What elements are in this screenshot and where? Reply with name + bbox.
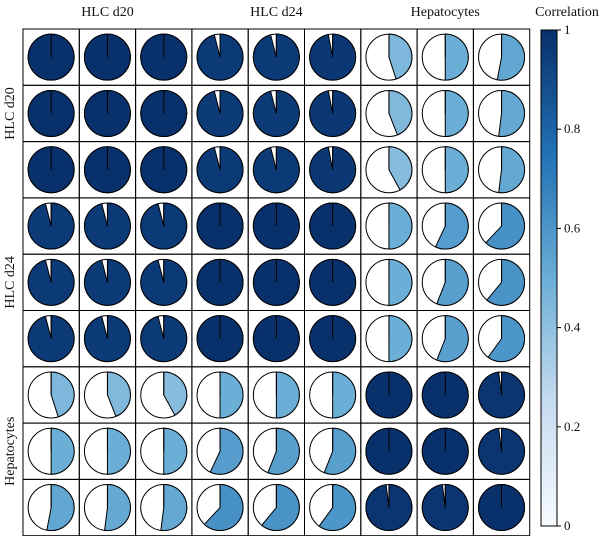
- pie-slice: [219, 371, 244, 419]
- pie-slice: [485, 202, 526, 250]
- pie-slice: [332, 371, 357, 419]
- colorbar-tick-label: 0.4: [564, 320, 581, 335]
- pie-slice: [106, 371, 131, 417]
- pie-slice: [487, 315, 526, 363]
- pie-slice: [50, 371, 75, 418]
- colorbar-tick-label: 0.2: [564, 419, 580, 434]
- colorbar-tick-label: 0.6: [564, 220, 581, 235]
- pie-slice: [46, 484, 75, 532]
- row-group-label: HLC d24: [3, 256, 18, 309]
- pie-slice: [163, 371, 188, 416]
- pie-slice: [106, 427, 131, 475]
- pie-slice: [434, 202, 469, 250]
- row-group-label: Hepatocytes: [3, 417, 18, 486]
- pie-slice: [486, 258, 525, 306]
- pie-slice: [388, 146, 413, 191]
- pie-slice: [323, 427, 357, 475]
- pie-slice: [388, 89, 413, 136]
- row-group-label: HLC d20: [3, 87, 18, 140]
- pie-slice: [203, 484, 244, 531]
- pie-slice: [388, 202, 413, 250]
- colorbar-tick-label: 1: [564, 22, 571, 37]
- pie-slice: [160, 484, 188, 532]
- column-group-label: HLC d24: [250, 5, 303, 20]
- pie-slice: [267, 427, 300, 475]
- pie-slice: [436, 315, 469, 363]
- colorbar-title: Correlation: [535, 5, 599, 20]
- colorbar-tick-label: 0: [564, 518, 571, 533]
- colorbar-tick-label: 0.8: [564, 121, 580, 136]
- pie-slice: [209, 427, 244, 475]
- pie-slice: [260, 484, 300, 532]
- pie-slice: [498, 146, 526, 194]
- pie-slice: [275, 371, 300, 419]
- pie-slice: [388, 315, 413, 363]
- colorbar: [540, 29, 558, 527]
- pie-slice: [436, 258, 469, 306]
- column-group-label: Hepatocytes: [411, 5, 480, 20]
- pie-slice: [388, 33, 413, 80]
- pie-slice: [444, 89, 469, 137]
- pie-slice: [318, 484, 357, 532]
- pie-slice: [163, 427, 188, 475]
- pie-slice: [498, 89, 526, 137]
- pie-slice: [50, 427, 75, 475]
- pie-slice: [104, 484, 131, 532]
- pie-slice: [388, 258, 413, 306]
- column-group-label: HLC d20: [81, 5, 134, 20]
- pie-slice: [444, 33, 469, 81]
- pie-slice: [496, 33, 525, 81]
- pie-slice: [444, 146, 469, 194]
